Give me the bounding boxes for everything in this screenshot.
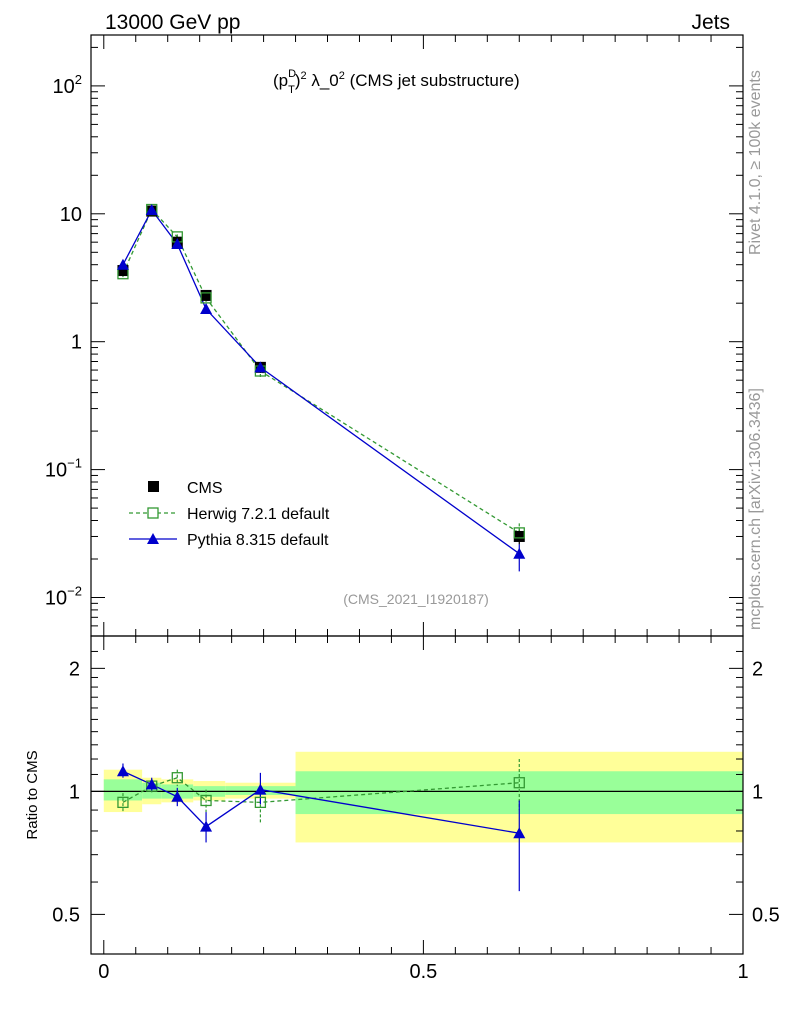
ratio-bands — [91, 751, 743, 843]
main-ytick-label: 10−2 — [45, 583, 82, 609]
legend-herwig-label: Herwig 7.2.1 default — [187, 506, 330, 523]
ytick-exponent: −2 — [67, 583, 82, 598]
ratio-herwig-line — [122, 776, 520, 804]
ratio-data-layer — [116, 759, 526, 892]
title-mid: λ_0 — [307, 71, 339, 90]
ytick-exponent: −1 — [67, 456, 82, 471]
herwig-line — [122, 208, 520, 534]
ratio-pythia-point — [200, 820, 213, 832]
header-jets: Jets — [691, 11, 730, 34]
pythia-point — [254, 361, 267, 373]
ratio-ytick-label-left: 0.5 — [52, 904, 80, 926]
ratio-band-inner — [103, 779, 143, 801]
ratio-panel: 0.5 0.5 1 1 2 2 0 0.5 1 — [52, 635, 780, 983]
title-sup-2b: 2 — [339, 70, 345, 82]
ratio-herwig-point — [513, 777, 525, 789]
main-ytick-label: 1 — [71, 332, 82, 354]
ratio-pythia-point — [513, 827, 526, 839]
title-post: (CMS jet substructure) — [345, 71, 520, 90]
plot-title: (pD T)2 λ_02 (CMS jet substructure) — [273, 68, 520, 96]
ratio-herwig-point — [117, 796, 129, 809]
pythia-point — [200, 303, 213, 315]
title-paren: ) — [295, 71, 301, 90]
legend-herwig-marker — [147, 507, 159, 519]
ratio-herwig-point — [200, 794, 212, 807]
ratio-ytick-label-left: 2 — [69, 658, 80, 680]
cms-point — [200, 289, 212, 301]
pythia-line — [122, 208, 520, 555]
legend-pythia-marker — [147, 533, 159, 544]
ratio-pythia-point — [254, 783, 267, 795]
ratio-herwig-point — [254, 796, 267, 809]
pythia-point — [513, 547, 526, 559]
ratio-ytick-label-right: 0.5 — [752, 904, 780, 926]
ratio-ytick-label-left: 1 — [69, 781, 80, 803]
title-sub-t: T — [288, 84, 295, 96]
title-sup-d: D — [288, 68, 296, 80]
analysis-watermark: (CMS_2021_I1920187) — [343, 591, 489, 607]
title-sup-2: 2 — [300, 70, 306, 82]
ratio-axis-ticks: 0.5 0.5 1 1 2 2 0 0.5 1 — [52, 636, 780, 983]
ratio-ytick-label-right: 2 — [752, 658, 763, 680]
main-ytick-label: 10−1 — [45, 456, 82, 482]
cms-point — [117, 265, 129, 277]
ratio-frame — [90, 635, 744, 955]
ytick-base: 10 — [45, 587, 67, 609]
rivet-version-text: Rivet 4.1.0, ≥ 100k events — [747, 70, 764, 255]
pythia-point — [116, 258, 129, 270]
title-pre: (p — [273, 71, 288, 90]
ratio-xtick-label: 1 — [737, 961, 748, 983]
ytick-exponent: 2 — [75, 72, 82, 87]
main-data-layer — [116, 203, 526, 572]
ytick-base: 10 — [45, 460, 67, 482]
ratio-ylabel: Ratio to CMS — [24, 750, 41, 839]
ratio-ytick-label-right: 1 — [752, 781, 763, 803]
pythia-point — [145, 204, 158, 216]
ratio-xtick-label: 0 — [98, 961, 109, 983]
ratio-pythia-point — [171, 790, 184, 802]
cms-point — [513, 530, 525, 542]
ratio-pythia-point — [116, 765, 129, 777]
pythia-point — [171, 238, 184, 250]
main-ytick-label: 102 — [53, 72, 82, 98]
legend-pythia-label: Pythia 8.315 default — [187, 532, 329, 549]
mcplots-text: mcplots.cern.ch [arXiv:1306.3436] — [747, 388, 764, 630]
herwig-point — [513, 527, 525, 539]
ratio-herwig-point — [171, 772, 183, 784]
header-energy: 13000 GeV pp — [105, 11, 240, 34]
herwig-point — [200, 292, 212, 304]
ytick-base: 10 — [53, 76, 75, 98]
legend: CMS Herwig 7.2.1 default Pythia 8.315 de… — [129, 480, 330, 549]
ratio-xtick-label: 0.5 — [409, 961, 437, 983]
legend-cms-label: CMS — [187, 480, 223, 497]
legend-cms-marker — [148, 481, 159, 492]
ratio-pythia-point — [145, 778, 158, 790]
main-ytick-label: 10 — [60, 204, 82, 226]
